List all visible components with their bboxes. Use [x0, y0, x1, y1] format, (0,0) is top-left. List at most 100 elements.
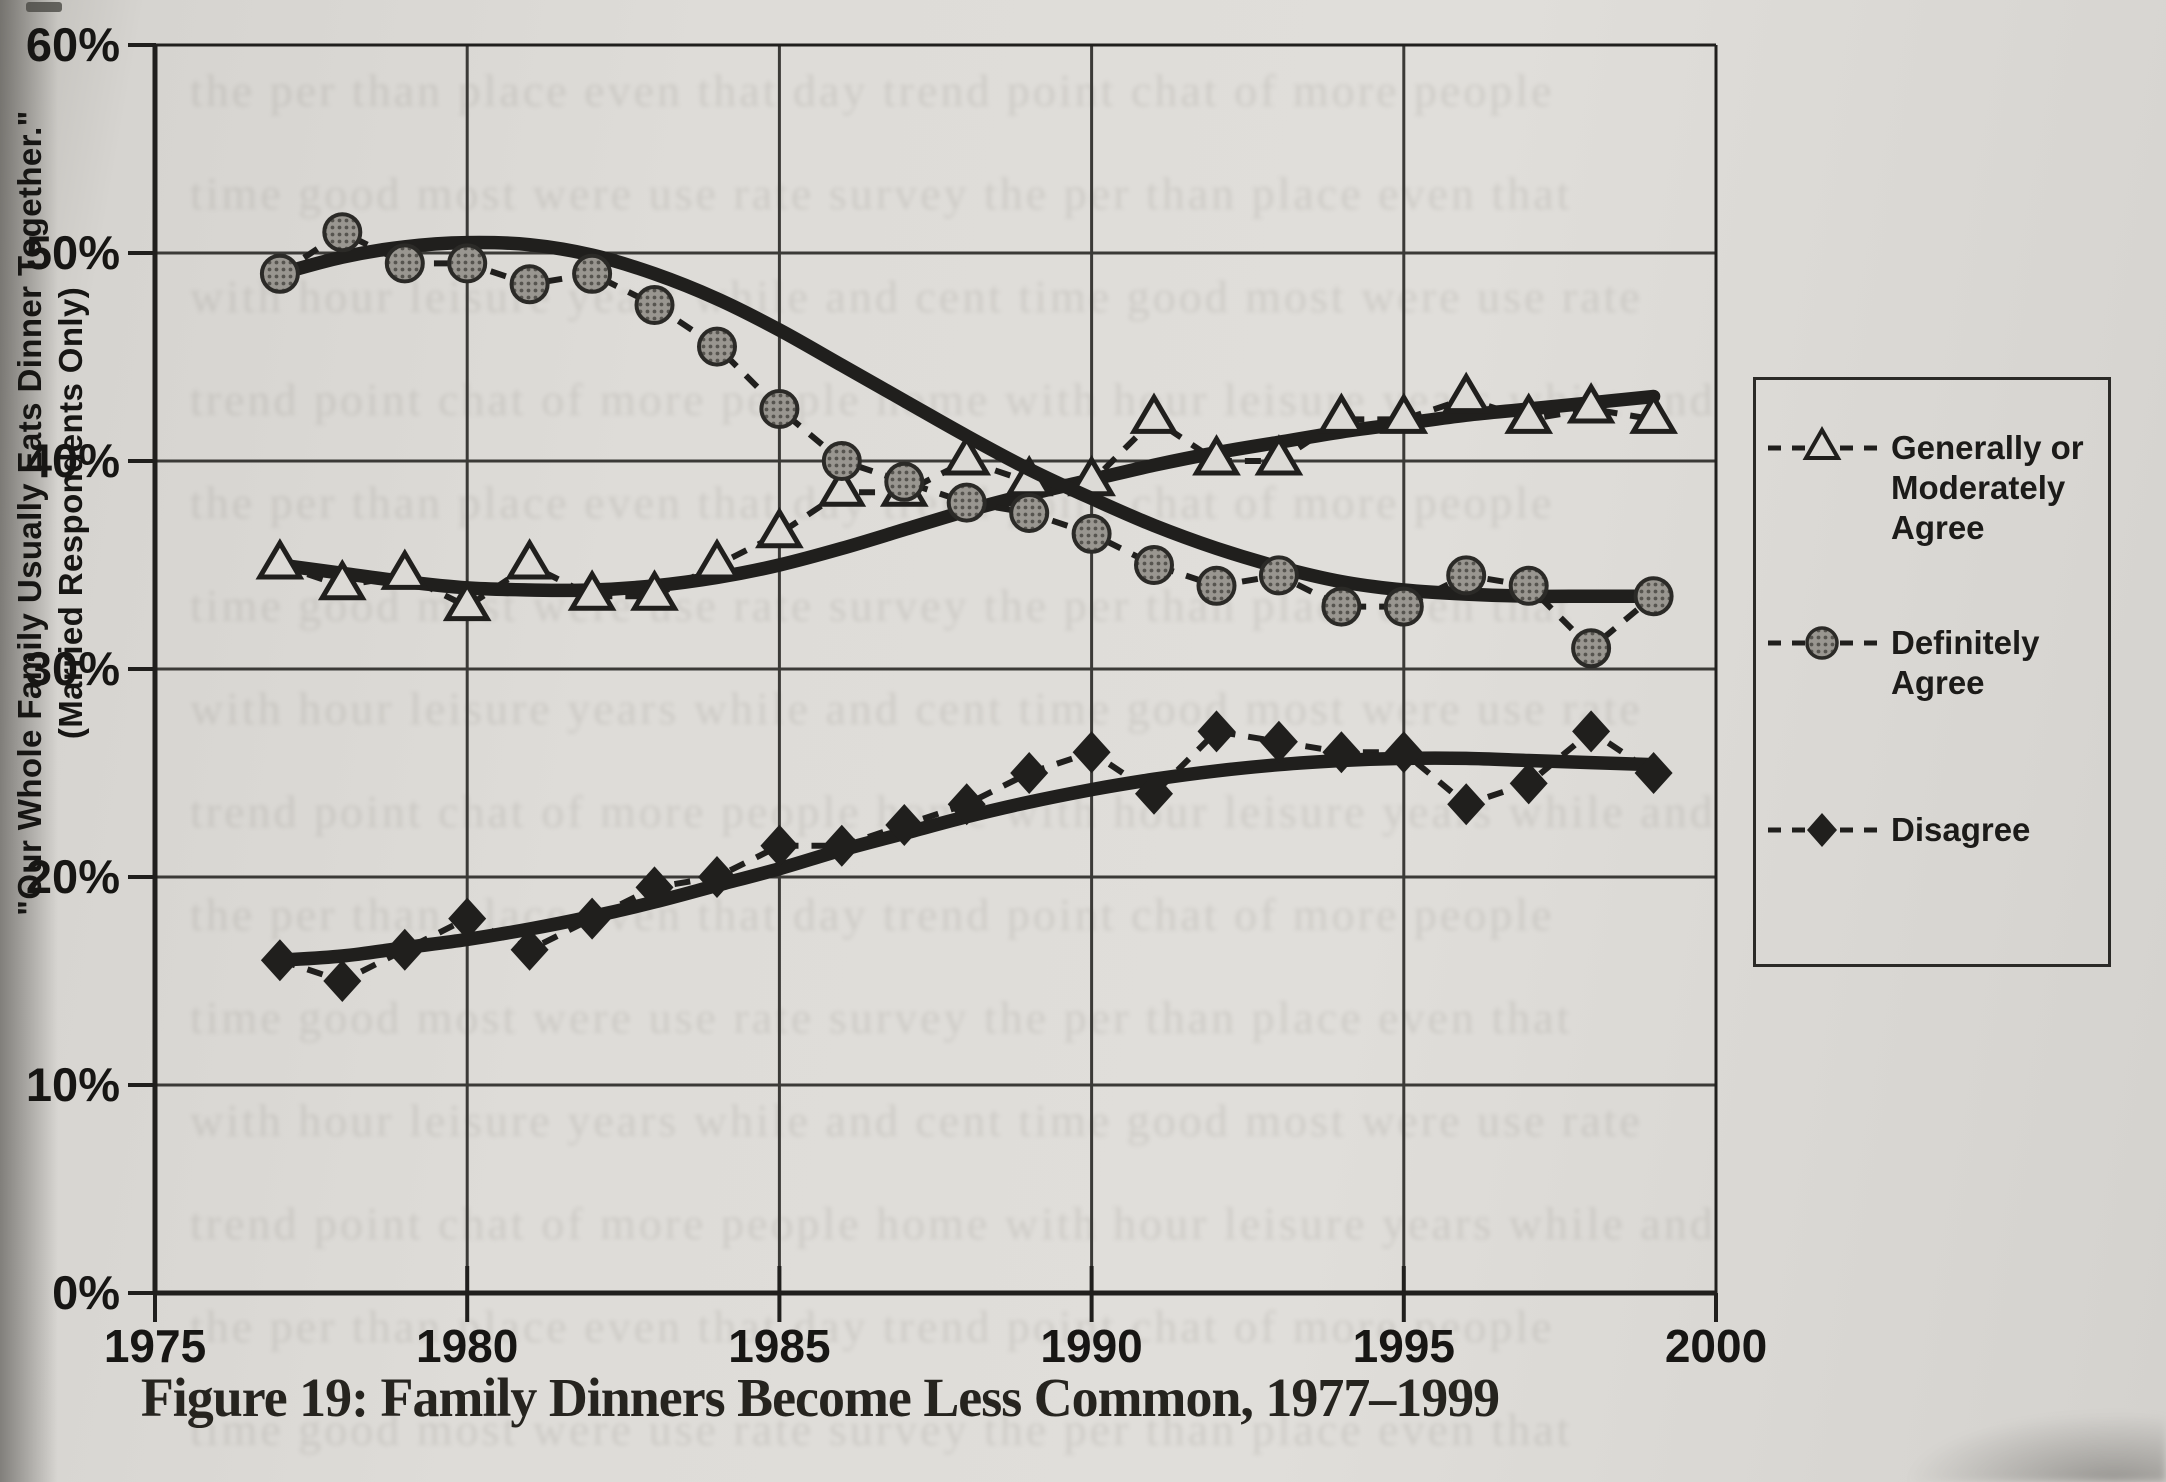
triangle-open-marker — [692, 538, 742, 580]
circle-gray-marker — [1508, 565, 1549, 606]
bleedthrough-row: time good most were use rate survey the … — [190, 1404, 1573, 1455]
triangle-open-marker — [1766, 425, 1881, 476]
triangle-open-marker — [255, 538, 305, 580]
x-tick-label: 1995 — [1353, 1320, 1455, 1372]
triangle-open-marker — [380, 548, 430, 590]
x-tick-label: 1990 — [1040, 1320, 1142, 1372]
y-axis-title-line2: (Married Respondents Only) — [52, 286, 89, 740]
scan-artifact — [26, 2, 62, 12]
x-tick-label: 2000 — [1665, 1320, 1767, 1372]
triangle-open-marker — [1566, 382, 1616, 424]
legend-item-generally-moderately-agree: Generally or Moderately Agree — [1766, 425, 2111, 548]
diamond-solid-marker — [760, 824, 799, 867]
bleedthrough-row: trend point chat of more people home wit… — [190, 1198, 1716, 1249]
circle-gray-marker — [1383, 586, 1424, 627]
bleedthrough-row: with hour leisure years while and cent t… — [190, 683, 1643, 734]
diamond-solid-marker — [1384, 731, 1423, 774]
circle-gray-marker — [1071, 513, 1112, 554]
diamond-solid-marker — [1072, 731, 1111, 774]
circle-gray-marker — [1009, 493, 1050, 533]
diamond-solid-marker — [1135, 772, 1173, 815]
circle-gray-marker — [1571, 628, 1612, 669]
triangle-open-marker — [1192, 434, 1241, 476]
circle-gray-marker — [1633, 576, 1674, 617]
triangle-open-marker — [755, 506, 804, 549]
axis-ticks-labels: 0%10%20%30%40%50%60%1975 1980 1985 1990 1995… — [26, 18, 1767, 1372]
legend-item-disagree: Disagree — [1766, 810, 2111, 858]
circle-gray-marker — [322, 212, 363, 253]
diamond-solid-marker — [448, 897, 487, 940]
triangle-open-marker — [1317, 392, 1366, 434]
circle-gray-marker — [1258, 555, 1299, 596]
diamond-solid-marker — [1572, 710, 1611, 753]
triangle-open-marker — [505, 538, 554, 580]
diamond-solid-marker — [1634, 752, 1673, 794]
diamond-solid-marker — [1259, 720, 1298, 763]
legend-label: Generally or Moderately Agree — [1891, 429, 2084, 546]
diamond-solid-marker — [635, 866, 674, 909]
triangle-open-marker — [942, 434, 992, 476]
x-tick-label: 1975 — [104, 1320, 206, 1372]
series-disagree — [260, 710, 1673, 1002]
legend-label: Definitely Agree — [1891, 624, 2040, 701]
bleedthrough-row: the per than place even that day trend p… — [190, 65, 1555, 116]
circle-gray-marker — [572, 253, 613, 294]
diamond-solid-marker — [822, 824, 861, 867]
triangle-open-marker — [1441, 371, 1491, 414]
circle-gray-marker — [884, 461, 925, 502]
diamond-solid-marker — [385, 928, 424, 971]
diamond-solid-marker — [510, 928, 549, 971]
circle-gray-marker — [1446, 555, 1487, 596]
circle-gray-marker — [697, 326, 737, 367]
bleedthrough-row: the per than place even that day trend p… — [190, 477, 1555, 528]
diamond-solid-marker — [1766, 807, 1881, 858]
y-tick-label: 0% — [52, 1266, 120, 1319]
triangle-open-marker — [1254, 434, 1304, 476]
circle-gray-marker — [384, 243, 425, 284]
series-definitely-agree — [259, 212, 1674, 669]
bleedthrough-row: the per than place even that day trend p… — [190, 889, 1555, 940]
triangle-open-marker — [567, 569, 617, 611]
legend-item-definitely-agree: Definitely Agree — [1766, 623, 2111, 703]
diamond-solid-marker — [1197, 710, 1236, 753]
diamond-solid-marker — [323, 960, 362, 1002]
bleedthrough-row: with hour leisure years while and cent t… — [190, 1095, 1643, 1146]
scan-smudge — [1906, 1412, 2166, 1482]
y-axis-title: "Our Whole Family Usually Eats Dinner To… — [9, 0, 91, 1108]
diamond-solid-marker — [260, 939, 299, 982]
triangle-open-marker — [1129, 392, 1179, 434]
triangle-open-marker — [1629, 392, 1678, 434]
circle-gray-marker — [821, 441, 862, 481]
circle-gray-marker — [946, 482, 987, 523]
triangle-open-marker — [630, 569, 679, 611]
bleedthrough-row: time good most were use rate survey the … — [190, 168, 1573, 219]
diamond-solid-marker — [947, 783, 986, 826]
data-line-dashed — [278, 727, 1656, 985]
gridlines — [155, 45, 1716, 1293]
x-tick-label: 1985 — [728, 1320, 830, 1372]
circle-gray-marker — [1134, 545, 1174, 585]
diamond-solid-marker — [1509, 762, 1548, 805]
triangle-open-marker — [1504, 392, 1554, 434]
bleedthrough-row: time good most were use rate survey the … — [190, 992, 1573, 1043]
circle-gray-marker — [1766, 620, 1881, 671]
legend-box: Generally or Moderately Agree Definitely… — [1753, 377, 2111, 967]
legend-label: Disagree — [1891, 811, 2031, 848]
bleedthrough-row: with hour leisure years while and cent t… — [190, 271, 1643, 322]
y-axis-title-line1: "Our Whole Family Usually Eats Dinner To… — [11, 110, 48, 916]
circle-gray-marker — [447, 243, 488, 284]
x-tick-label: 1980 — [416, 1320, 518, 1372]
triangle-open-marker — [442, 579, 492, 622]
diamond-solid-marker — [1322, 731, 1361, 774]
bleedthrough-row: the per than place even that day trend p… — [190, 1301, 1555, 1352]
diamond-solid-marker — [698, 856, 736, 898]
circle-gray-marker — [509, 264, 550, 305]
circle-gray-marker — [634, 285, 675, 325]
diamond-solid-marker — [573, 897, 612, 940]
diamond-solid-marker — [1447, 783, 1486, 826]
circle-gray-marker — [259, 253, 300, 294]
circle-gray-marker — [1321, 586, 1362, 627]
diamond-solid-marker — [1010, 752, 1049, 794]
